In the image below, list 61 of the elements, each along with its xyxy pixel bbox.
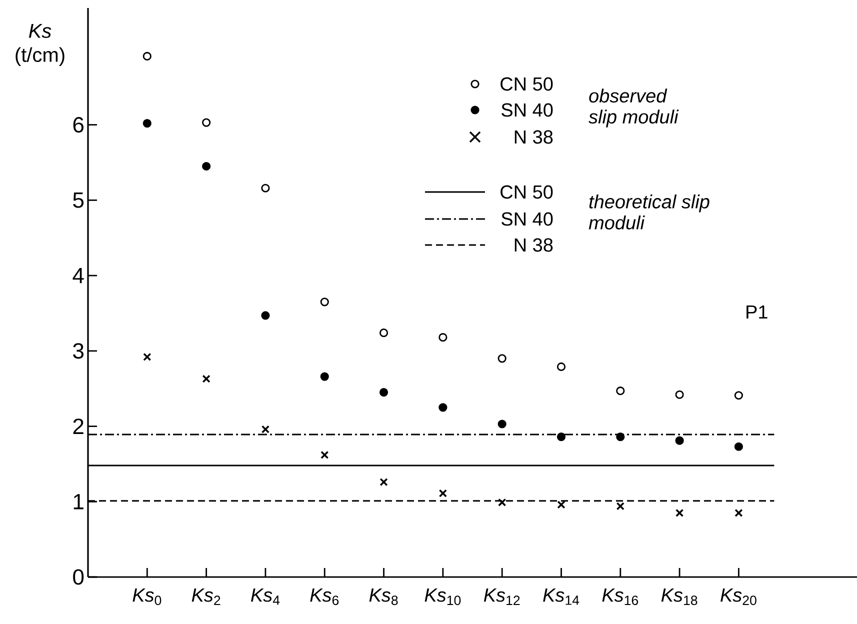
annotation: theoretical slip moduli (588, 194, 710, 230)
point (734, 391, 743, 400)
legend-label: SN 40 (502, 103, 553, 117)
y-axis-title: Ks (t/cm) (16, 24, 64, 66)
point (616, 502, 624, 510)
x-tick-label: Ks$_{18}$ (661, 588, 698, 606)
point (675, 436, 684, 445)
annotation: P1 (746, 305, 768, 319)
x-tick-label: Ks$_{16}$ (602, 588, 638, 606)
point (320, 450, 329, 459)
point (261, 311, 270, 320)
point (320, 372, 329, 381)
point (498, 354, 506, 363)
x-tick-label: Ks$_{8}$ (369, 588, 398, 606)
point (202, 118, 211, 127)
y-tick-label: 2 (73, 418, 84, 434)
x-tick-label: Ks$_{12}$ (484, 588, 520, 605)
point (379, 388, 388, 397)
point (734, 508, 743, 518)
point (556, 432, 566, 442)
annotation: observed slip moduli (588, 88, 679, 128)
point (438, 403, 448, 412)
point (557, 500, 566, 509)
point (380, 478, 388, 486)
legend-label: N 38 (514, 130, 553, 144)
point (556, 362, 566, 372)
x-tick-label: Ks$_{14}$ (543, 588, 580, 605)
x-tick-label: Ks$_{2}$ (192, 588, 220, 605)
point (143, 352, 152, 362)
legend-label: CN 50 (500, 77, 553, 91)
legend-label: CN 50 (500, 185, 553, 199)
point (616, 386, 625, 396)
point (379, 328, 388, 338)
legend-label: N 38 (514, 238, 553, 252)
point (675, 390, 684, 399)
point (438, 489, 448, 498)
point (734, 442, 743, 451)
point (498, 420, 506, 428)
point (261, 425, 270, 434)
point (675, 508, 684, 518)
point (320, 298, 329, 306)
point (142, 119, 152, 128)
point (202, 374, 210, 383)
point (498, 498, 506, 506)
y-tick-label: 6 (73, 117, 84, 133)
x-tick-label: Ks$_{10}$ (424, 588, 461, 606)
x-tick-label: Ks$_{6}$ (310, 588, 339, 606)
x-tick-label: Ks$_{4}$ (251, 588, 280, 605)
y-tick-label: 3 (73, 343, 84, 359)
x-tick-label: Ks$_{20}$ (720, 588, 756, 606)
y-tick-label: 5 (73, 192, 84, 208)
y-tick-label: 0 (73, 569, 84, 585)
y-tick-label: 4 (72, 268, 84, 284)
legend-label: SN 40 (502, 212, 553, 226)
y-tick-label: 1 (74, 494, 84, 510)
point (202, 162, 211, 171)
x-tick-label: Ks$_{0}$ (132, 588, 162, 606)
point (616, 432, 625, 442)
point (261, 184, 270, 192)
point (438, 333, 448, 342)
point (142, 52, 152, 61)
